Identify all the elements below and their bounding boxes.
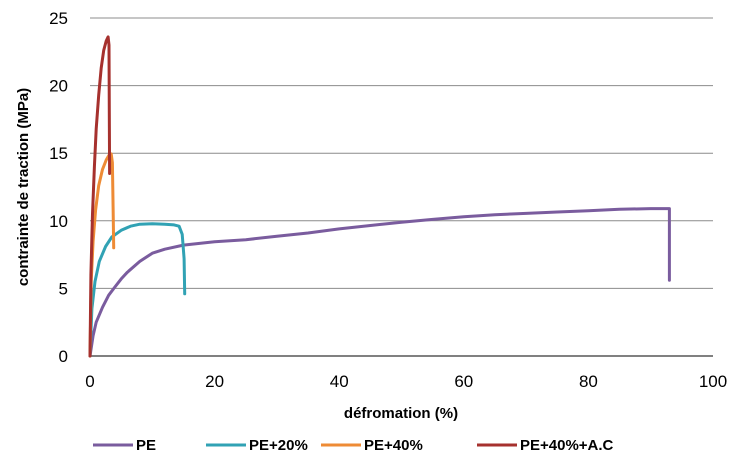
legend-label-1: PE — [136, 437, 156, 454]
series-lines — [88, 35, 671, 358]
legend: PE PE+20% PE+40% PE+40%+A.C — [93, 437, 614, 454]
gridlines — [90, 17, 713, 289]
x-axis-title: défromation (%) — [344, 405, 458, 422]
x-tick-label: 20 — [205, 372, 224, 391]
x-tick-labels: 0 20 40 60 80 100 — [85, 372, 727, 391]
y-tick-label: 20 — [49, 77, 68, 96]
legend-label-4: PE+40%+A.C — [520, 437, 614, 454]
y-tick-label: 25 — [49, 9, 68, 28]
y-axis-title: contrainte de traction (MPa) — [15, 88, 32, 286]
legend-label-3: PE+40% — [364, 437, 423, 454]
x-tick-label: 60 — [454, 372, 473, 391]
y-tick-label: 15 — [49, 144, 68, 163]
series-line-2 — [88, 222, 187, 358]
x-tick-label: 80 — [579, 372, 598, 391]
y-tick-label: 0 — [59, 347, 68, 366]
x-tick-label: 100 — [699, 372, 727, 391]
plot-area — [90, 18, 713, 356]
series-line-1 — [88, 207, 671, 358]
x-tick-label: 0 — [85, 372, 94, 391]
y-tick-label: 5 — [59, 279, 68, 298]
series-line-4 — [88, 35, 112, 358]
y-tick-labels: 0 5 10 15 20 25 — [49, 9, 68, 366]
y-tick-label: 10 — [49, 212, 68, 231]
legend-label-2: PE+20% — [249, 437, 308, 454]
x-tick-label: 40 — [330, 372, 349, 391]
